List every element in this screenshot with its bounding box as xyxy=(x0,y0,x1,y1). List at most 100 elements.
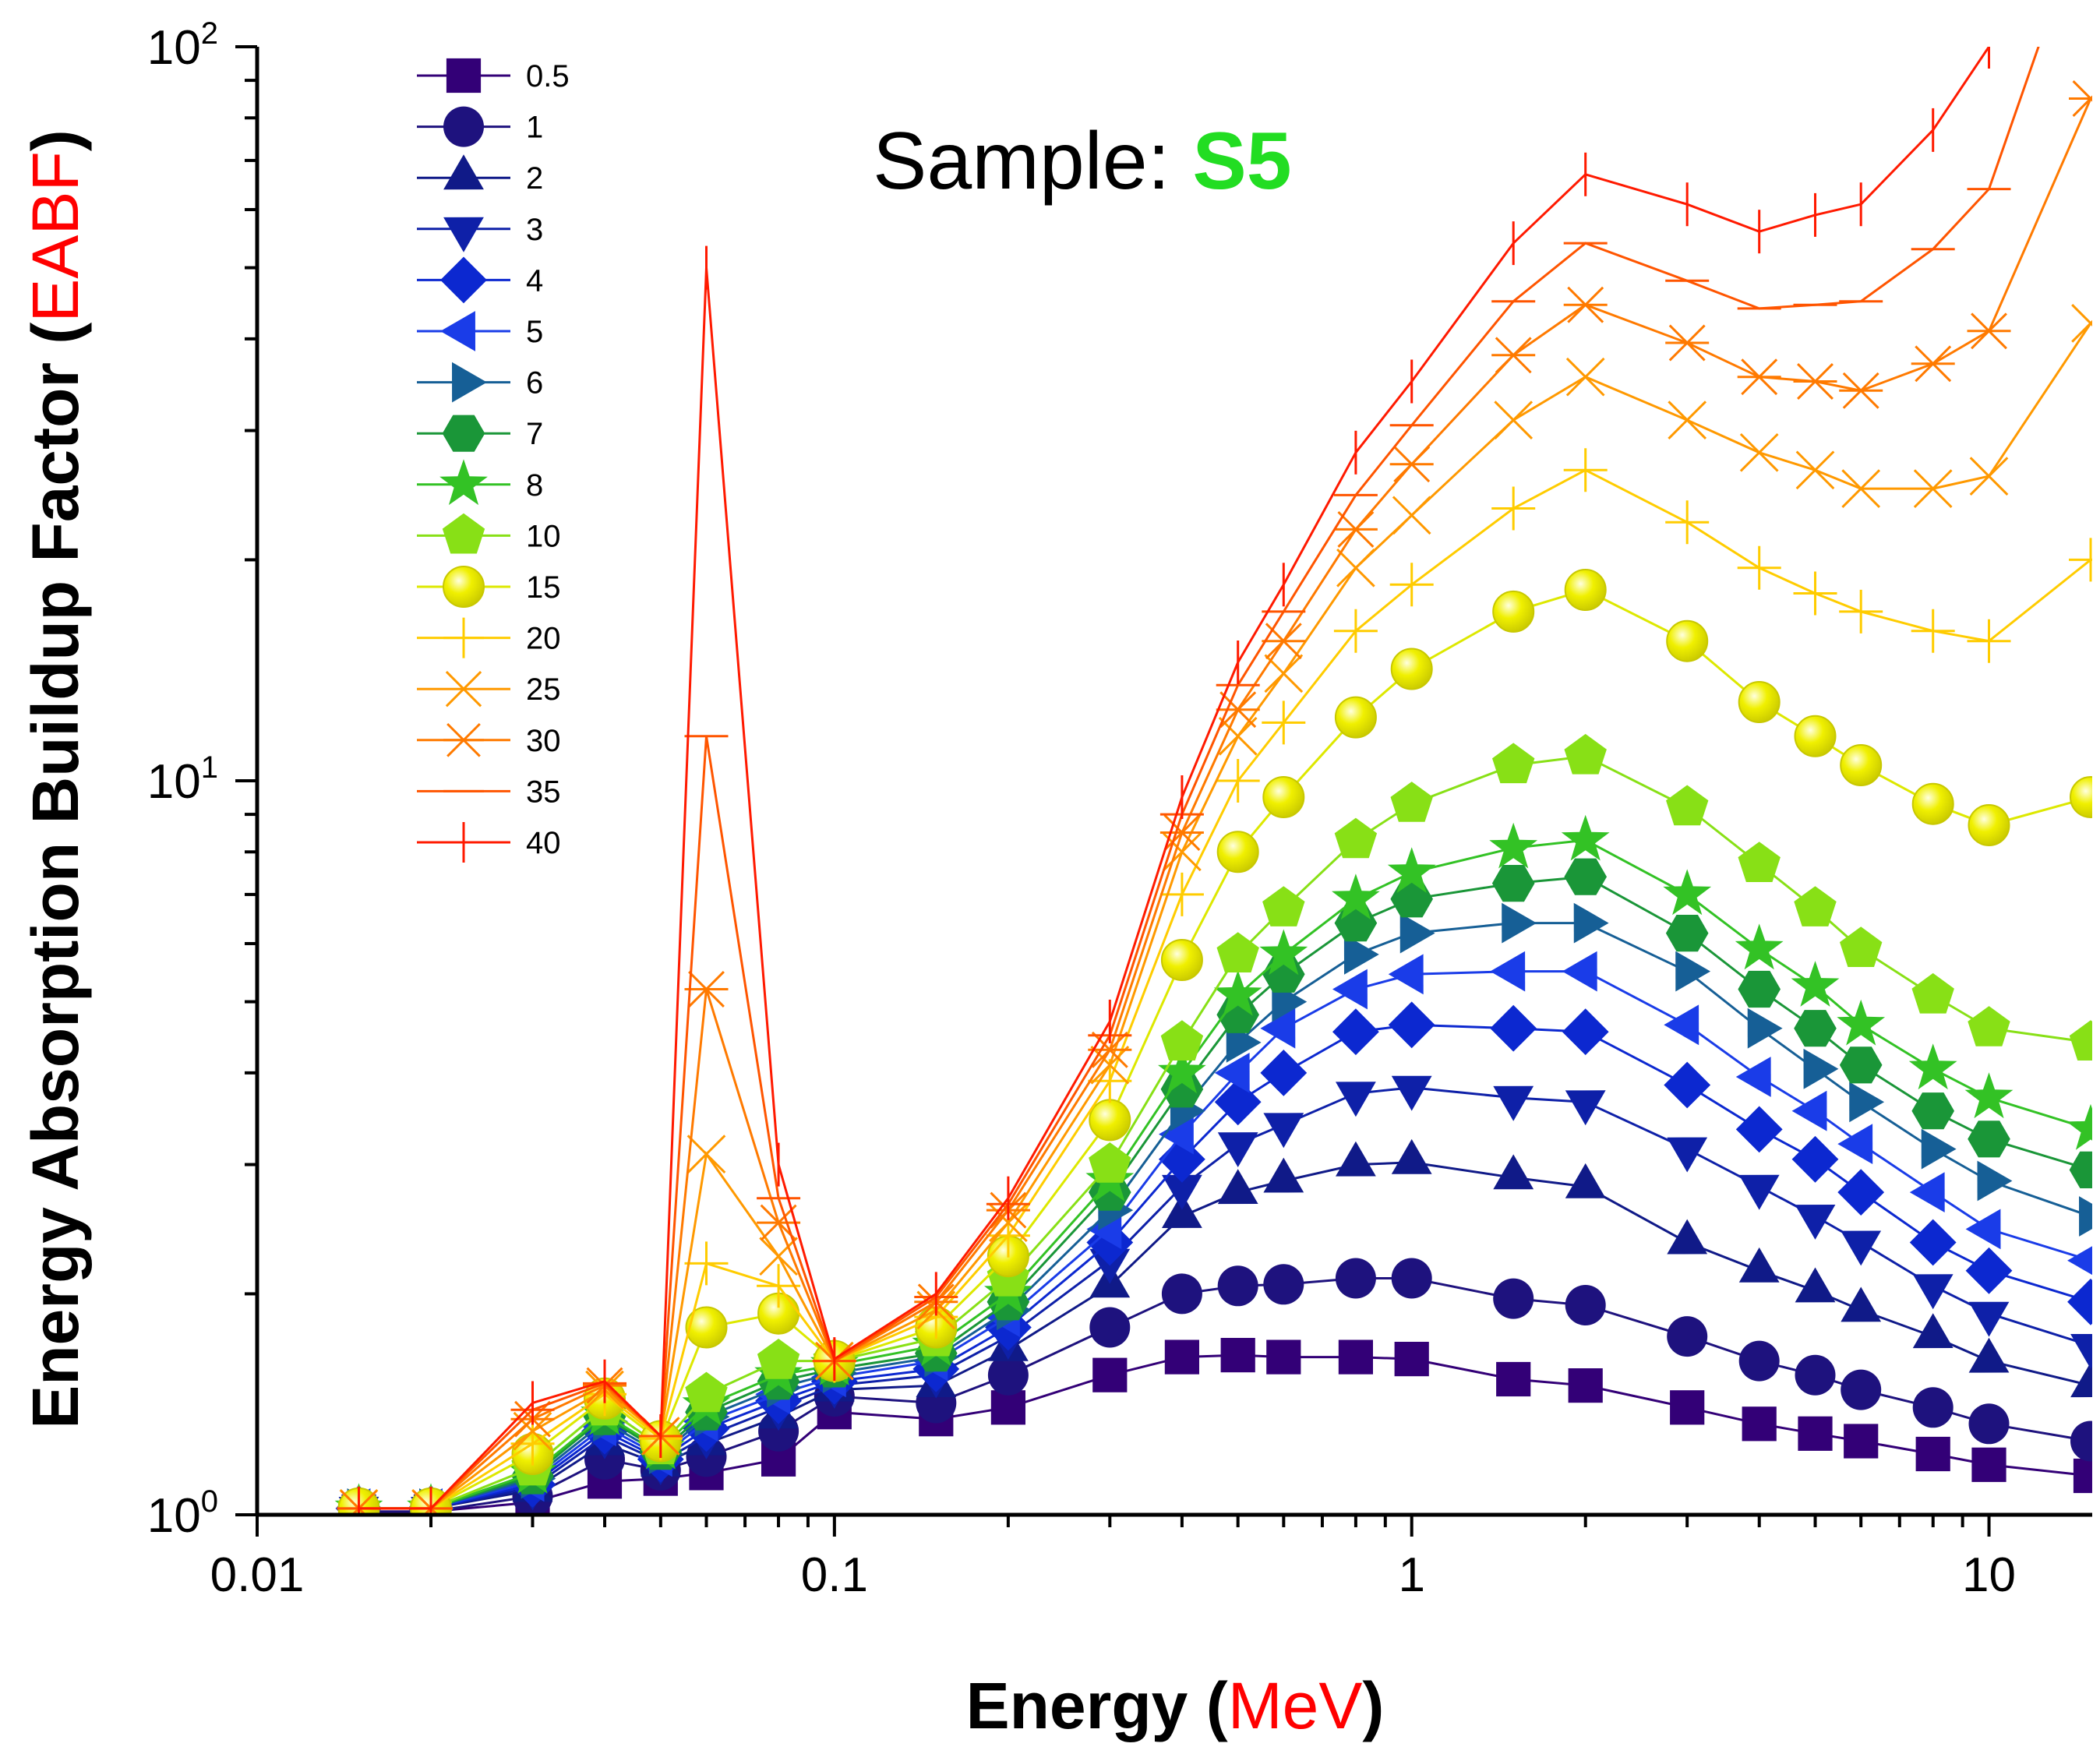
data-point-30-22 xyxy=(1911,345,1955,383)
data-point-25-6 xyxy=(759,1237,798,1276)
data-point-3-12 xyxy=(1217,1132,1258,1167)
data-point-4-20 xyxy=(1791,1135,1839,1183)
y-tick-exp: 1 xyxy=(201,750,218,785)
data-point-10-11 xyxy=(1160,1020,1204,1061)
x-tick-label: 10 xyxy=(1962,1548,2016,1602)
data-point-10-10 xyxy=(1089,1142,1131,1183)
data-point-2-17 xyxy=(1565,1163,1606,1198)
data-point-5-15 xyxy=(1388,954,1424,995)
data-point-10-20 xyxy=(1794,886,1837,926)
data-point-3-10 xyxy=(1089,1248,1131,1284)
data-point-10-18 xyxy=(1666,785,1709,826)
data-point-7-19 xyxy=(1738,970,1781,1008)
legend-marker xyxy=(439,459,488,506)
y-tick-label: 102 xyxy=(147,16,218,75)
data-point-3-24 xyxy=(2070,1333,2092,1369)
data-point-25-11 xyxy=(1163,832,1202,872)
data-point-0.5-15 xyxy=(1394,1342,1429,1377)
data-point-20-18 xyxy=(1665,500,1710,545)
data-point-7-18 xyxy=(1665,915,1709,952)
data-point-4-16 xyxy=(1490,1004,1537,1052)
data-point-0.5-18 xyxy=(1670,1390,1705,1425)
data-point-8-22 xyxy=(1908,1043,1957,1090)
data-point-6-14 xyxy=(1343,934,1379,975)
data-point-1-14 xyxy=(1335,1258,1376,1299)
data-point-0.5-10 xyxy=(1092,1357,1128,1392)
data-point-0.5-14 xyxy=(1338,1339,1373,1375)
data-point-10-5 xyxy=(685,1371,728,1413)
data-point-7-24 xyxy=(2069,1151,2092,1189)
data-point-7-21 xyxy=(1839,1046,1883,1084)
data-point-20-13 xyxy=(1262,701,1306,745)
data-point-5-16 xyxy=(1490,951,1526,992)
data-point-8-16 xyxy=(1489,822,1538,869)
data-point-3-15 xyxy=(1391,1075,1432,1111)
y-tick-base: 10 xyxy=(147,1489,201,1543)
legend-label: 10 xyxy=(526,519,561,553)
legend-entry-40: 40 xyxy=(417,822,561,863)
data-point-30-11 xyxy=(1159,814,1204,851)
series-25 xyxy=(339,304,2092,1515)
y-axis-title: Energy Absorption Buildup Factor (EABF) xyxy=(19,129,92,1429)
y-tick-exp: 2 xyxy=(201,16,218,51)
data-point-0.5-23 xyxy=(1971,1447,2006,1482)
data-point-15-18 xyxy=(1666,619,1709,662)
data-point-30-24 xyxy=(2069,80,2092,117)
data-point-4-24 xyxy=(2067,1278,2092,1325)
data-point-30-12 xyxy=(1216,691,1260,729)
data-point-1-10 xyxy=(1089,1307,1131,1348)
data-point-15-17 xyxy=(1564,569,1607,611)
data-point-25-10 xyxy=(1090,1045,1130,1085)
data-point-20-16 xyxy=(1491,486,1536,531)
data-point-8-21 xyxy=(1837,999,1886,1046)
data-point-8-15 xyxy=(1387,847,1436,893)
data-point-15-19 xyxy=(1738,681,1781,723)
data-point-25-23 xyxy=(1969,457,2009,496)
legend-label: 20 xyxy=(526,622,561,656)
data-point-15-11 xyxy=(1160,939,1203,981)
data-point-25-22 xyxy=(1913,469,1953,508)
data-point-7-23 xyxy=(1968,1121,2010,1158)
data-point-5-14 xyxy=(1332,969,1368,1010)
data-point-6-16 xyxy=(1502,902,1537,944)
data-point-8-17 xyxy=(1561,814,1610,861)
data-point-10-23 xyxy=(1968,1006,2010,1046)
legend-marker xyxy=(445,671,482,708)
data-point-1-20 xyxy=(1795,1354,1836,1396)
legend-entry-10: 10 xyxy=(417,513,561,554)
data-point-20-15 xyxy=(1389,563,1434,607)
sample-annotation: Sample: S5 xyxy=(873,116,1292,206)
legend-label: 40 xyxy=(526,826,561,860)
data-point-4-18 xyxy=(1664,1061,1711,1109)
data-point-1-21 xyxy=(1841,1369,1882,1410)
legend-label: 0.5 xyxy=(526,59,570,94)
data-point-2-21 xyxy=(1841,1286,1882,1322)
x-tick-label: 0.1 xyxy=(801,1548,868,1602)
data-point-10-21 xyxy=(1840,926,1883,967)
series-layer xyxy=(334,47,2092,1515)
legend-entry-4: 4 xyxy=(417,256,543,304)
data-point-5-22 xyxy=(1909,1172,1945,1212)
data-point-3-23 xyxy=(1968,1301,2010,1337)
legend-entry-0.5: 0.5 xyxy=(417,58,570,94)
x-tick-label: 1 xyxy=(1398,1548,1424,1602)
y-tick-exp: 0 xyxy=(201,1484,218,1519)
data-point-8-12 xyxy=(1213,970,1262,1016)
legend-marker xyxy=(440,311,475,351)
data-point-10-12 xyxy=(1216,932,1259,972)
legend-label: 2 xyxy=(526,161,543,196)
data-point-8-18 xyxy=(1663,869,1712,916)
data-point-25-17 xyxy=(1565,357,1605,397)
data-point-1-17 xyxy=(1565,1285,1606,1325)
data-point-0.5-11 xyxy=(1164,1339,1199,1375)
data-point-1-13 xyxy=(1263,1264,1304,1305)
data-point-25-16 xyxy=(1494,401,1534,439)
data-point-0.5-17 xyxy=(1568,1368,1603,1403)
data-point-20-20 xyxy=(1793,571,1837,616)
data-point-30-15 xyxy=(1389,446,1434,483)
data-point-3-18 xyxy=(1667,1137,1708,1173)
data-point-1-9 xyxy=(987,1354,1029,1396)
data-point-6-15 xyxy=(1399,912,1435,954)
data-point-30-21 xyxy=(1839,372,1883,409)
